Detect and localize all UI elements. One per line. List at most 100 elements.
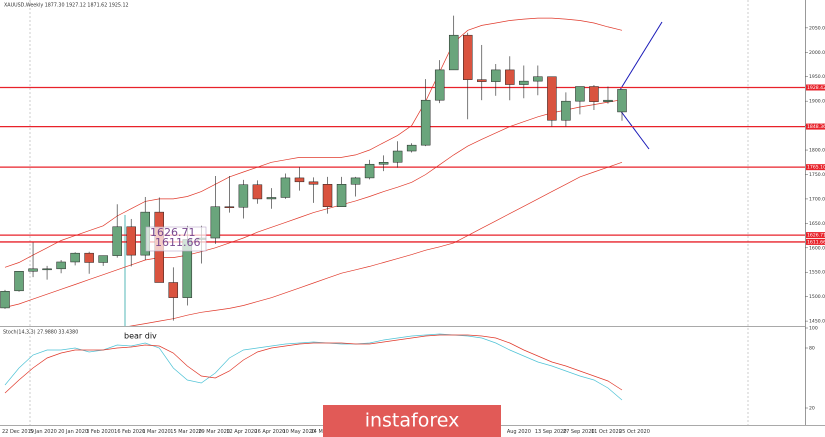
x-tick-label: 22 Dec 2019 xyxy=(2,429,34,435)
candle-body xyxy=(266,197,277,200)
candle-body xyxy=(378,162,389,165)
level-tag-label: 1626.71 xyxy=(807,233,825,239)
level-readout: 1626.71 xyxy=(150,226,196,239)
x-tick-label: 12 Apr 2020 xyxy=(226,429,257,435)
x-tick-label: 27 Sep 2020 xyxy=(563,429,595,435)
candle-body xyxy=(448,34,459,71)
x-tick-label: 13 Sep 2020 xyxy=(535,429,567,435)
candle-body xyxy=(308,181,319,185)
level-tag xyxy=(806,238,825,245)
x-tick-label: 3 Feb 2020 xyxy=(86,429,114,435)
watermark-box xyxy=(323,405,501,437)
x-tick-label: Aug 2020 xyxy=(507,429,531,435)
candle-body xyxy=(84,252,94,263)
x-tick-label: 15 Mar 2020 xyxy=(170,429,202,435)
chart-title: XAUUSD,Weekly 1877.30 1927.12 1871.62 19… xyxy=(4,3,129,9)
x-tick-label: 16 Feb 2020 xyxy=(114,429,145,435)
watermark: instaforex xyxy=(365,410,460,432)
candle-body xyxy=(434,69,445,101)
level-readout: 1611.66 xyxy=(155,236,201,249)
candle-body xyxy=(280,177,291,198)
y-tick-label: 1700.00 xyxy=(809,196,825,202)
y-tick-label: 1500.00 xyxy=(809,294,825,300)
y-tick-label: 1550.00 xyxy=(809,270,825,276)
candle-body xyxy=(547,76,557,121)
candle-body xyxy=(336,184,347,207)
y-tick-label: 1650.00 xyxy=(809,221,825,227)
oscillator-line xyxy=(4,334,623,394)
candle-body xyxy=(294,177,305,183)
candle-body xyxy=(28,268,38,272)
osc-tick-label: 100 xyxy=(809,326,818,332)
candle-body xyxy=(617,89,627,113)
candle-body xyxy=(491,69,501,82)
annotation: bear div xyxy=(124,332,157,341)
y-tick-label: 1900.00 xyxy=(809,99,825,105)
candle-body xyxy=(0,291,10,309)
candle-body xyxy=(406,144,417,152)
y-tick-label: 2050.00 xyxy=(809,25,825,31)
candle-body xyxy=(112,226,122,256)
candle-body xyxy=(252,184,263,200)
x-tick-label: 26 Apr 2020 xyxy=(254,429,285,435)
candle-body xyxy=(98,255,108,263)
candle-body xyxy=(126,226,136,256)
candle-body xyxy=(42,268,52,271)
candle-body xyxy=(364,163,375,179)
x-tick-label: 20 Jan 2020 xyxy=(58,429,88,435)
candle-body xyxy=(210,206,221,239)
candle-body xyxy=(56,261,66,270)
oscillator-line xyxy=(4,333,623,401)
band-line xyxy=(4,99,623,308)
candle-body xyxy=(505,69,515,85)
x-tick-label: 10 May 2020 xyxy=(282,429,315,435)
band-line xyxy=(129,161,623,326)
osc-tick-label: 20 xyxy=(809,406,815,412)
x-tick-label: 25 Oct 2020 xyxy=(619,429,650,435)
candle-body xyxy=(463,34,473,80)
candle-body xyxy=(14,271,24,292)
candle-body xyxy=(70,252,80,263)
candle-body xyxy=(420,99,431,146)
level-tag xyxy=(806,84,825,91)
candle-body xyxy=(392,150,403,163)
x-tick-label: 1 Mar 2020 xyxy=(142,429,171,435)
y-tick-label: 2000.00 xyxy=(809,50,825,56)
trend-arrow xyxy=(619,109,650,150)
level-tag xyxy=(806,123,825,130)
candle-body xyxy=(519,80,529,85)
level-tag-label: 1848.36 xyxy=(807,124,825,130)
level-readout-box xyxy=(145,226,207,252)
x-tick-label: 11 Oct 2020 xyxy=(591,429,622,435)
level-tag-label: 1611.66 xyxy=(807,239,825,245)
y-tick-label: 1950.00 xyxy=(809,74,825,80)
y-tick-label: 1750.00 xyxy=(809,172,825,178)
oscillator-title: Stoch(14,3,3) 27.9880 33.4380 xyxy=(3,330,78,336)
candle-body xyxy=(575,86,585,102)
candle-body xyxy=(168,282,179,298)
candle-body xyxy=(350,177,361,185)
candle-body xyxy=(322,184,333,207)
oscillator-panel xyxy=(4,333,623,401)
candle-body xyxy=(533,76,543,82)
y-tick-label: 1450.00 xyxy=(809,319,825,325)
trend-arrow xyxy=(619,21,663,91)
candle-body xyxy=(603,99,613,102)
level-tag xyxy=(806,164,825,171)
level-tag xyxy=(806,232,825,239)
band-line xyxy=(4,17,623,268)
y-tick-label: 1800.00 xyxy=(809,148,825,154)
candle-body xyxy=(224,206,235,208)
level-tag-label: 1765.10 xyxy=(807,165,825,171)
osc-tick-label: 80 xyxy=(809,346,815,352)
candle-body xyxy=(561,100,571,121)
candle-body xyxy=(589,86,599,102)
y-tick-label: 1600.00 xyxy=(809,245,825,251)
x-tick-label: 29 Mar 2020 xyxy=(198,429,230,435)
x-tick-label: 5 Jan 2020 xyxy=(30,429,57,435)
candle-body xyxy=(238,184,249,208)
level-tag-label: 1928.42 xyxy=(807,85,825,91)
candle-body xyxy=(477,79,487,82)
